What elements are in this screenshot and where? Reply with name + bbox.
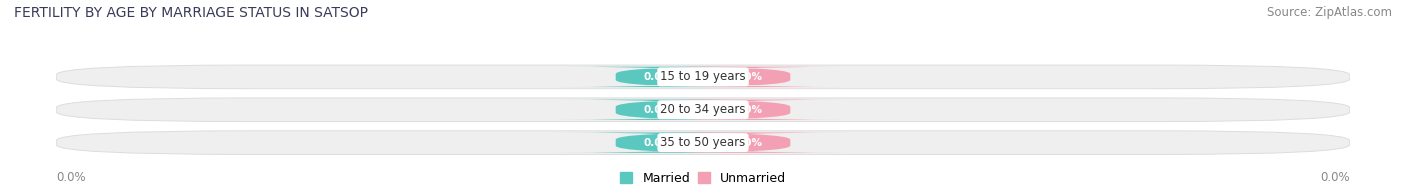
FancyBboxPatch shape <box>558 100 758 120</box>
Text: 0.0%: 0.0% <box>1320 171 1350 183</box>
Text: 0.0%: 0.0% <box>56 171 86 183</box>
Text: FERTILITY BY AGE BY MARRIAGE STATUS IN SATSOP: FERTILITY BY AGE BY MARRIAGE STATUS IN S… <box>14 6 368 20</box>
Text: 0.0%: 0.0% <box>643 72 672 82</box>
Legend: Married, Unmarried: Married, Unmarried <box>614 167 792 190</box>
FancyBboxPatch shape <box>558 67 758 87</box>
Text: 0.0%: 0.0% <box>734 105 763 115</box>
FancyBboxPatch shape <box>56 98 1350 122</box>
Text: Source: ZipAtlas.com: Source: ZipAtlas.com <box>1267 6 1392 19</box>
Text: 0.0%: 0.0% <box>643 105 672 115</box>
FancyBboxPatch shape <box>56 131 1350 154</box>
Text: 15 to 19 years: 15 to 19 years <box>661 70 745 83</box>
FancyBboxPatch shape <box>648 132 849 153</box>
Text: 0.0%: 0.0% <box>734 138 763 148</box>
Text: 0.0%: 0.0% <box>643 138 672 148</box>
FancyBboxPatch shape <box>558 132 758 153</box>
FancyBboxPatch shape <box>648 100 849 120</box>
FancyBboxPatch shape <box>56 65 1350 89</box>
FancyBboxPatch shape <box>648 67 849 87</box>
Text: 20 to 34 years: 20 to 34 years <box>661 103 745 116</box>
Text: 35 to 50 years: 35 to 50 years <box>661 136 745 149</box>
Text: 0.0%: 0.0% <box>734 72 763 82</box>
